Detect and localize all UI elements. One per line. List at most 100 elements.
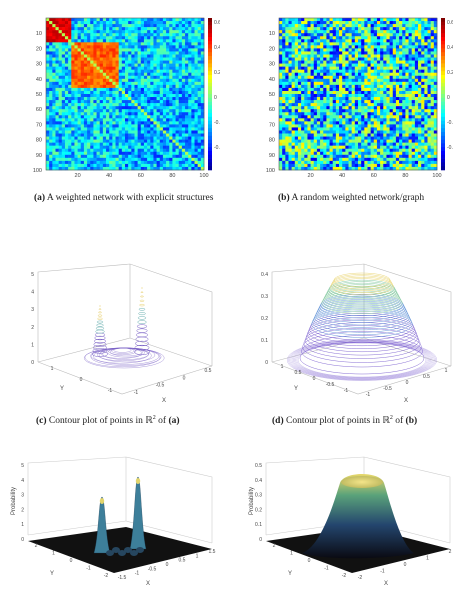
colorbar-segment bbox=[441, 37, 445, 42]
col-tick-label: 60 bbox=[138, 173, 144, 179]
spike-ring bbox=[140, 291, 144, 294]
surface-f-z-label: Probability bbox=[249, 487, 255, 515]
surface-e-x-ticks: -1.5 -1 -0.5 0 0.5 1 1.5 bbox=[118, 549, 216, 581]
tick-label: 0.1 bbox=[261, 338, 268, 344]
contour-ring bbox=[319, 295, 405, 319]
tick-label: -2 bbox=[104, 573, 109, 579]
tick-label: 5 bbox=[21, 463, 24, 469]
colorbar-segment bbox=[208, 120, 212, 125]
base-ring bbox=[297, 342, 427, 378]
tick-label: 2 bbox=[449, 549, 452, 555]
contour-d-x-label: X bbox=[404, 398, 408, 404]
contour-ring bbox=[329, 279, 395, 298]
col-tick-label: 100 bbox=[199, 173, 208, 179]
tick-label: -1 bbox=[134, 390, 139, 396]
contour-d-z-ticks: 0.4 0.3 0.2 0.1 0 bbox=[261, 272, 268, 366]
surface-lump bbox=[118, 550, 126, 556]
base-ring bbox=[296, 342, 428, 378]
row-tick-label: 100 bbox=[266, 168, 275, 174]
colorbar-segment bbox=[208, 105, 212, 110]
colorbar-segment bbox=[441, 75, 445, 80]
base-ring bbox=[290, 340, 434, 380]
row-tick-label: 30 bbox=[36, 62, 42, 68]
tick-label: -2 bbox=[342, 573, 347, 579]
heatmap-a-colorbar: 0.6 0.4 0.2 0 -0.2 -0.4 bbox=[208, 18, 220, 171]
row-tick-label: 80 bbox=[269, 138, 275, 144]
row-tick-label: 80 bbox=[36, 138, 42, 144]
heatmap-a-col-ticks: 20 40 60 80 100 bbox=[75, 173, 209, 179]
colorbar-segment bbox=[208, 154, 212, 159]
surface-f-mesa-top bbox=[341, 476, 383, 488]
colorbar-segment bbox=[441, 151, 445, 156]
tick-label: 1 bbox=[51, 366, 54, 372]
base-ring bbox=[289, 340, 435, 380]
spike-ring bbox=[136, 324, 148, 329]
contour-ring bbox=[320, 293, 404, 317]
row-tick-label: 20 bbox=[269, 46, 275, 52]
tick-label: 0 bbox=[21, 537, 24, 543]
tick-label: 0 bbox=[183, 375, 186, 381]
contour-ring bbox=[333, 272, 391, 288]
tick-label: -0.5 bbox=[156, 383, 165, 389]
contour-ring bbox=[330, 278, 394, 296]
tick-label: 5 bbox=[31, 272, 34, 278]
surface-lump bbox=[124, 547, 132, 553]
heatmap-a-cells bbox=[46, 18, 205, 171]
surface-e-x-label: X bbox=[146, 581, 150, 587]
col-tick-label: 20 bbox=[75, 173, 81, 179]
spike-ring bbox=[95, 329, 105, 334]
surface-f-x-ticks: -2 -1 0 1 2 bbox=[358, 549, 452, 581]
surface-lump bbox=[136, 547, 144, 553]
peak-highlight bbox=[99, 498, 105, 504]
colorbar-segment bbox=[441, 135, 445, 140]
spike-ring bbox=[93, 344, 107, 351]
colorbar-segment bbox=[208, 151, 212, 156]
colorbar-segment bbox=[441, 29, 445, 34]
tick-label: 0.3 bbox=[261, 294, 268, 300]
colorbar-segment bbox=[441, 25, 445, 30]
row-tick-label: 100 bbox=[33, 168, 42, 174]
colorbar-segment bbox=[441, 147, 445, 152]
contour-ring bbox=[302, 331, 422, 363]
contour-ring bbox=[113, 347, 132, 353]
colorbar-segment bbox=[208, 75, 212, 80]
colorbar-tick-label: 0.2 bbox=[447, 70, 453, 76]
tick-label: 0.5 bbox=[205, 368, 212, 374]
colorbar-segment bbox=[441, 52, 445, 57]
colorbar-segment bbox=[441, 97, 445, 102]
colorbar-segment bbox=[208, 135, 212, 140]
contour-ring bbox=[318, 297, 406, 321]
colorbar-segment bbox=[441, 116, 445, 121]
contour-ring bbox=[330, 276, 394, 294]
tick-label: 0.4 bbox=[255, 478, 262, 484]
colorbar-segment bbox=[208, 132, 212, 137]
colorbar-segment bbox=[208, 94, 212, 99]
row-tick-label: 20 bbox=[36, 46, 42, 52]
tick-label: 4 bbox=[31, 290, 34, 296]
tick-label: 0.3 bbox=[255, 493, 262, 499]
spike-ring bbox=[138, 307, 146, 311]
colorbar-segment bbox=[208, 25, 212, 30]
colorbar-segment bbox=[441, 113, 445, 118]
caption-d: (d) Contour plot of points in ℝ2 of (b) bbox=[272, 415, 418, 427]
spike-ring bbox=[92, 351, 108, 357]
tick-label: 0.5 bbox=[423, 374, 430, 380]
colorbar-segment bbox=[208, 33, 212, 38]
tick-label: 0 bbox=[259, 537, 262, 543]
colorbar-segment bbox=[441, 90, 445, 95]
tick-label: 3 bbox=[21, 493, 24, 499]
colorbar-segment bbox=[208, 67, 212, 72]
heatmap-b: 10 20 30 40 50 60 70 80 90 100 20 40 60 80 100 0.6 0.4… bbox=[266, 17, 453, 179]
contour-ring bbox=[303, 327, 421, 359]
colorbar-segment bbox=[208, 82, 212, 87]
colorbar-segment bbox=[208, 116, 212, 121]
contour-ring bbox=[312, 308, 412, 336]
colorbar-segment bbox=[208, 63, 212, 68]
tick-label: 0.4 bbox=[261, 272, 268, 278]
colorbar-segment bbox=[441, 154, 445, 159]
colorbar-segment bbox=[441, 33, 445, 38]
contour-c-x-ticks: -1 -0.5 0 0.5 bbox=[134, 368, 212, 396]
tick-label: 2 bbox=[31, 325, 34, 331]
spike-ring bbox=[95, 326, 105, 331]
colorbar-segment bbox=[208, 40, 212, 45]
